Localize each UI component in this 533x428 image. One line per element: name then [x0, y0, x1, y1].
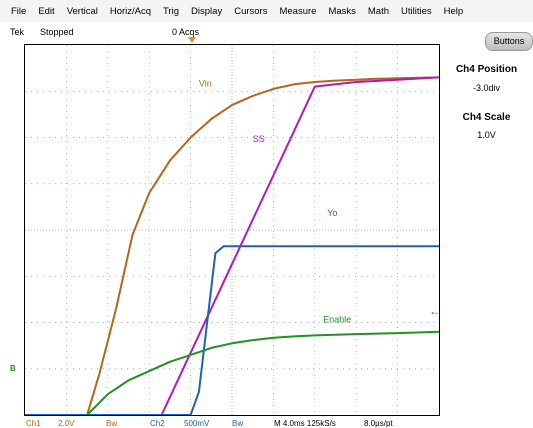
- ch4-scale-value[interactable]: 1.0V: [477, 130, 496, 140]
- run-state-label: Stopped: [40, 27, 74, 37]
- ch2-bandwidth: Bw: [232, 419, 244, 428]
- channel-readout-bar: Ch1 2.0V Bw Ch2 500mV Bw M 4.0ms 125kS/s…: [0, 418, 533, 428]
- trace-labels: Vin SS Yo Enable: [199, 79, 351, 325]
- menu-file[interactable]: File: [11, 5, 27, 17]
- trigger-position-icon[interactable]: [188, 37, 196, 43]
- ch1-scale[interactable]: 2.0V: [58, 419, 75, 428]
- ch4-position-title: Ch4 Position: [455, 64, 518, 75]
- menu-utilities[interactable]: Utilities: [401, 5, 432, 17]
- trace-vin: [86, 76, 439, 415]
- waveform-display[interactable]: Vin SS Yo Enable: [24, 44, 440, 416]
- trace-label-yo: Yo: [327, 208, 337, 218]
- trace-yo: [25, 245, 439, 415]
- channel-ground-marker[interactable]: B: [10, 364, 16, 373]
- menu-help[interactable]: Help: [443, 5, 464, 17]
- menu-measure[interactable]: Measure: [279, 5, 317, 17]
- trace-ss: [160, 76, 439, 415]
- menu-horizacq[interactable]: Horiz/Acq: [109, 5, 152, 17]
- trace-enable: [86, 330, 439, 415]
- menu-display[interactable]: Display: [191, 5, 223, 17]
- resolution-readout: 8.0µs/pt: [364, 419, 393, 428]
- buttons-button[interactable]: Buttons: [485, 32, 533, 51]
- acquisition-count: 0 Acqs: [172, 27, 200, 37]
- trace-label-vin: Vin: [199, 79, 212, 89]
- graticule-grid: [25, 45, 439, 415]
- timebase-readout[interactable]: M 4.0ms 125kS/s: [274, 419, 336, 428]
- brand-label: Tek: [10, 27, 25, 37]
- ch2-scale[interactable]: 500mV: [184, 419, 210, 428]
- menu-bar: File Edit Vertical Horiz/Acq Trig Display Curs…: [0, 0, 533, 22]
- trace-label-ss: SS: [253, 134, 265, 144]
- menu-cursors[interactable]: Cursors: [234, 5, 268, 17]
- ch1-bandwidth: Bw: [106, 419, 118, 428]
- ch2-label[interactable]: Ch2: [150, 419, 165, 428]
- reference-arrow-icon[interactable]: ←: [429, 304, 441, 318]
- menu-masks[interactable]: Masks: [328, 5, 356, 17]
- ch4-scale-title: Ch4 Scale: [462, 112, 511, 123]
- menu-math[interactable]: Math: [367, 5, 390, 17]
- menu-edit[interactable]: Edit: [38, 5, 55, 17]
- ch4-position-value[interactable]: -3.0div: [472, 83, 500, 93]
- ch1-label[interactable]: Ch1: [26, 419, 41, 428]
- status-bar: Tek Stopped 0 Acqs: [0, 24, 430, 38]
- menu-trig[interactable]: Trig: [163, 5, 180, 17]
- traces: [25, 76, 439, 415]
- menu-vertical[interactable]: Vertical: [66, 5, 98, 17]
- waveform-plot: Vin SS Yo Enable: [25, 45, 439, 415]
- trace-label-enable: Enable: [323, 315, 351, 325]
